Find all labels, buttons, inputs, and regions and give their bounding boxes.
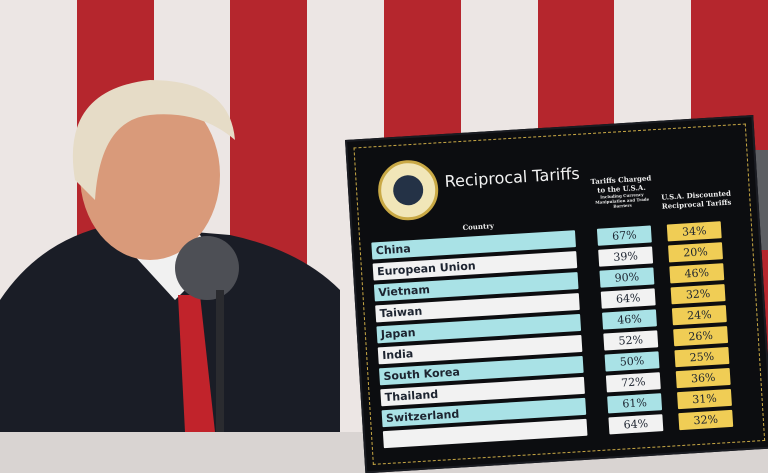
table-row: Taiwan 64% 32% [375, 284, 726, 324]
charged-cell: 64% [600, 288, 656, 309]
table-row: India 52% 26% [377, 326, 729, 366]
charged-cell: 64% [608, 414, 664, 435]
discounted-cell: 24% [671, 305, 727, 326]
charged-cell: 46% [602, 309, 657, 330]
charged-cell: 50% [604, 351, 660, 372]
table-row: Switzerland 61% 31% [381, 388, 732, 429]
discounted-cell: 26% [673, 326, 729, 347]
microphone [175, 236, 239, 300]
charged-cell: 90% [599, 267, 655, 288]
charged-cell: 61% [607, 393, 663, 414]
header-country: Country [462, 221, 495, 232]
discounted-cell: 32% [678, 409, 734, 431]
discounted-cell: 46% [669, 263, 725, 284]
discounted-cell: 20% [668, 242, 723, 263]
table-row: European Union 39% 20% [372, 242, 723, 283]
charged-cell: 72% [605, 372, 661, 393]
discounted-cell: 36% [675, 367, 731, 389]
tariff-board: Reciprocal Tariffs Country Tariffs Charg… [345, 115, 768, 473]
table-row: China 67% 34% [371, 221, 722, 262]
charged-cell: 39% [598, 246, 654, 267]
charged-cell: 52% [603, 330, 659, 351]
discounted-cell: 31% [677, 388, 732, 410]
header-charged: Tariffs Charged to the U.S.A. Including … [590, 173, 652, 209]
discounted-cell: 34% [666, 221, 722, 242]
speaker [0, 80, 340, 432]
table-row: 64% 32% [382, 409, 734, 450]
charged-cell: 67% [596, 225, 652, 246]
discounted-cell: 25% [674, 346, 730, 368]
table-row: Vietnam 90% 46% [373, 263, 725, 304]
table-row: South Korea 50% 25% [379, 346, 730, 387]
table-row: Japan 46% 24% [376, 305, 727, 345]
discounted-cell: 32% [670, 284, 726, 305]
table-row: Thailand 72% 36% [380, 367, 731, 408]
